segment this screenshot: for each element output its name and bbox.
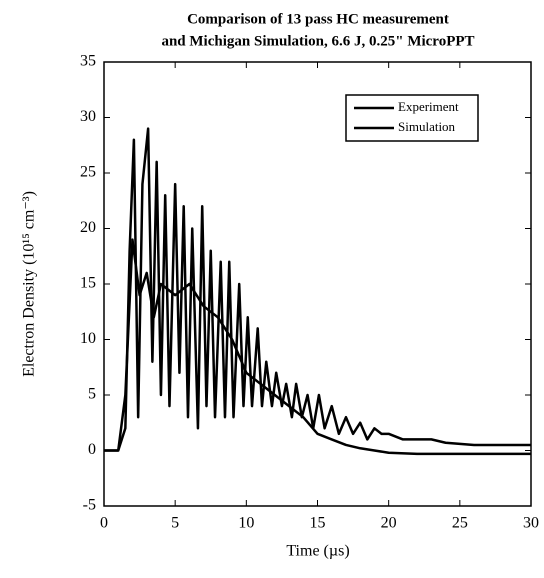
x-axis-label: Time (µs) — [286, 543, 349, 560]
y-tick-label: -5 — [83, 497, 96, 514]
series-line — [104, 238, 531, 456]
y-tick-label: 35 — [80, 53, 96, 70]
y-tick-label: 15 — [80, 275, 96, 292]
y-tick-label: 5 — [88, 386, 96, 403]
legend-label: Experiment — [398, 99, 459, 114]
chart-title: and Michigan Simulation, 6.6 J, 0.25" Mi… — [161, 33, 474, 49]
x-tick-label: 5 — [171, 515, 179, 532]
series-line — [104, 127, 531, 452]
y-tick-label: 30 — [80, 108, 96, 125]
x-tick-label: 25 — [452, 515, 468, 532]
x-tick-label: 0 — [100, 515, 108, 532]
y-tick-label: 20 — [80, 219, 96, 236]
y-tick-label: 25 — [80, 164, 96, 181]
chart-title: Comparison of 13 pass HC measurement — [187, 11, 449, 27]
x-tick-label: 10 — [238, 515, 254, 532]
x-tick-label: 20 — [381, 515, 397, 532]
legend-label: Simulation — [398, 119, 456, 134]
legend-box — [345, 94, 479, 142]
x-tick-label: 30 — [523, 515, 539, 532]
y-axis-label: Electron Density (10¹⁵ cm⁻³) — [21, 191, 38, 377]
x-tick-label: 15 — [310, 515, 326, 532]
y-tick-label: 0 — [88, 441, 96, 458]
y-tick-label: 10 — [80, 330, 96, 347]
